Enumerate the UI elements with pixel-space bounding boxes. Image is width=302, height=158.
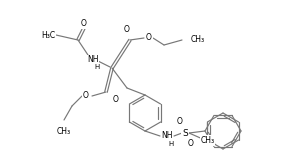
Text: O: O	[177, 118, 183, 127]
Text: NH: NH	[161, 131, 173, 140]
Text: S: S	[182, 128, 188, 137]
Text: O: O	[81, 19, 87, 28]
Text: H: H	[94, 64, 100, 70]
Text: O: O	[124, 25, 130, 34]
Text: CH₃: CH₃	[200, 136, 214, 145]
Text: CH₃: CH₃	[57, 127, 71, 136]
Text: O: O	[113, 94, 119, 103]
Text: NH: NH	[87, 55, 99, 64]
Text: H₃C: H₃C	[41, 30, 55, 40]
Text: O: O	[188, 139, 194, 148]
Text: CH₃: CH₃	[191, 36, 205, 45]
Text: O: O	[83, 91, 89, 100]
Text: O: O	[146, 33, 152, 43]
Text: H: H	[169, 141, 174, 147]
